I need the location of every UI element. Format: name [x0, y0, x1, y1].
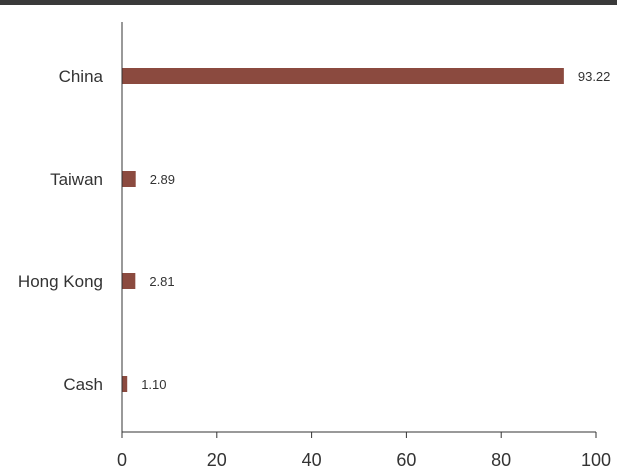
value-label: 2.81: [149, 274, 174, 289]
category-label: Cash: [63, 375, 103, 394]
x-ticks-group: [121, 432, 597, 438]
bar-china: [122, 68, 564, 84]
category-label: China: [59, 67, 104, 86]
x-tick-labels-group: 0 20 40 60 80 100: [117, 450, 611, 470]
x-tick-label: 20: [207, 450, 227, 470]
category-label: Taiwan: [50, 170, 103, 189]
top-rule: [0, 0, 617, 5]
x-tick-label: 60: [396, 450, 416, 470]
value-label: 93.22: [578, 69, 611, 84]
x-tick-label: 0: [117, 450, 127, 470]
category-labels-group: China Taiwan Hong Kong Cash: [18, 67, 104, 394]
bar-cash: [122, 376, 128, 392]
category-label: Hong Kong: [18, 272, 103, 291]
value-label: 2.89: [150, 172, 175, 187]
x-tick-label: 100: [581, 450, 611, 470]
x-tick-label: 80: [491, 450, 511, 470]
bar-taiwan: [122, 171, 136, 187]
value-label: 1.10: [141, 377, 166, 392]
x-tick-label: 40: [302, 450, 322, 470]
bar-hong-kong: [122, 273, 136, 289]
value-labels-group: 93.22 2.89 2.81 1.10: [141, 69, 610, 392]
bars-group: [122, 68, 564, 392]
